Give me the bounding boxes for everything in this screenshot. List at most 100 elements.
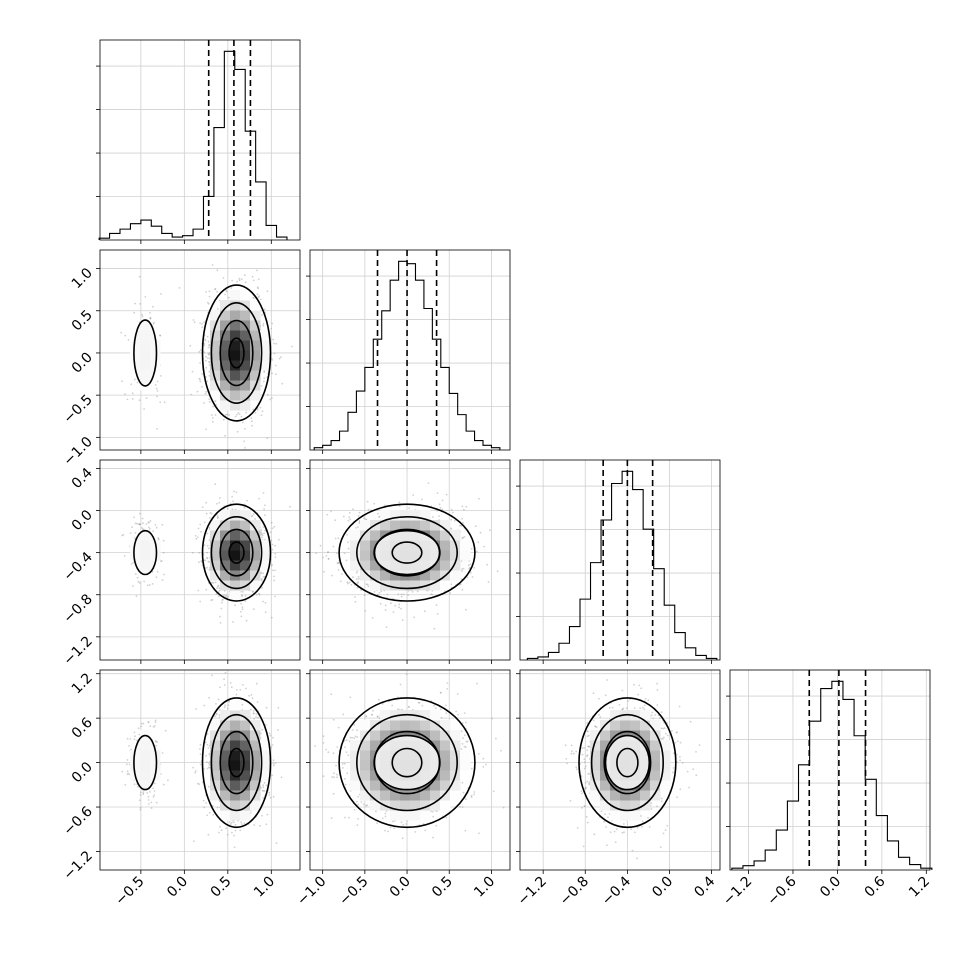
scatter-point (196, 536, 199, 539)
scatter-point (208, 295, 211, 298)
scatter-point (199, 362, 202, 364)
scatter-point (278, 538, 280, 541)
scatter-point (208, 344, 211, 347)
scatter-point (133, 378, 136, 381)
scatter-point (230, 686, 233, 689)
scatter-point (274, 544, 276, 547)
scatter-point (215, 702, 217, 705)
y-tick-label: −0.8 (60, 591, 95, 626)
scatter-point (203, 544, 206, 547)
scatter-point (244, 281, 247, 284)
scatter-point (400, 607, 402, 610)
scatter-point (146, 584, 149, 587)
scatter-point (241, 608, 244, 611)
scatter-point (193, 321, 196, 324)
scatter-point (199, 753, 202, 756)
scatter-point (256, 269, 258, 272)
density-cell (360, 560, 371, 571)
scatter-point (262, 324, 265, 327)
density-cell (240, 400, 251, 411)
scatter-point (138, 581, 141, 584)
scatter-point (207, 352, 210, 355)
scatter-point (262, 492, 265, 494)
histogram-panel-0 (96, 40, 300, 244)
scatter-point (471, 576, 474, 578)
density-cell (370, 580, 381, 591)
scatter-point (238, 413, 241, 415)
scatter-point (208, 539, 211, 541)
scatter-point (246, 499, 249, 502)
scatter-point (207, 301, 209, 304)
scatter-point (219, 826, 222, 828)
histogram-panel-2 (516, 460, 720, 664)
scatter-point (274, 762, 277, 764)
scatter-point (216, 502, 218, 505)
scatter-point (221, 599, 224, 601)
scatter-point (273, 352, 276, 355)
panel-frame (729, 669, 931, 871)
scatter-point (206, 532, 209, 535)
density-cell (250, 560, 261, 571)
scatter-point (450, 518, 453, 521)
scatter-point (155, 526, 158, 529)
scatter-point (357, 577, 360, 580)
scatter-point (206, 544, 209, 547)
density-cell (230, 590, 241, 601)
density-cell (460, 540, 471, 551)
scatter-point (477, 541, 480, 544)
scatter-point (217, 584, 220, 587)
scatter-point (222, 598, 224, 601)
scatter-point (235, 491, 238, 494)
scatter-point (238, 279, 241, 282)
scatter-point (208, 398, 211, 401)
density-cell (440, 520, 451, 531)
scatter-point (208, 370, 211, 373)
density-cell (230, 310, 241, 321)
scatter-point (126, 737, 129, 740)
density-cell (440, 550, 451, 561)
scatter-point (266, 813, 269, 816)
scatter-point (258, 497, 260, 500)
scatter-point (263, 380, 265, 383)
scatter-point (223, 594, 226, 597)
scatter-point (152, 322, 155, 325)
scatter-point (346, 581, 349, 584)
scatter-point (264, 504, 266, 507)
scatter-point (151, 570, 154, 573)
scatter-point (271, 322, 274, 325)
density-cell (250, 530, 261, 541)
scatter-point (206, 557, 209, 560)
density-cell (220, 360, 231, 371)
scatter-point (450, 527, 453, 530)
density-cell (210, 570, 221, 581)
scatter-point (367, 508, 370, 511)
scatter-point (468, 566, 471, 569)
scatter-point (156, 395, 159, 398)
scatter-point (121, 380, 123, 383)
scatter-point (319, 544, 322, 547)
scatter-point (224, 704, 227, 707)
scatter-point (252, 712, 255, 715)
scatter-point (444, 590, 446, 593)
density-cell (250, 520, 261, 531)
scatter-point (212, 417, 214, 419)
scatter-point (483, 545, 486, 548)
scatter-point (260, 533, 263, 536)
scatter-point (269, 398, 271, 401)
scatter-point (195, 538, 198, 540)
scatter-point (203, 351, 206, 354)
scatter-point (263, 371, 266, 373)
scatter-point (206, 335, 209, 338)
scatter-point (378, 516, 380, 518)
scatter-point (214, 715, 216, 718)
scatter-point (273, 579, 275, 582)
scatter-point (253, 824, 256, 826)
scatter-point (200, 560, 203, 563)
scatter-point (214, 414, 217, 416)
scatter-point (270, 539, 273, 542)
contour-line (373, 528, 441, 577)
scatter-point (209, 517, 211, 519)
scatter-point (199, 349, 202, 351)
scatter-point (201, 506, 204, 508)
y-tick-label: 1.0 (69, 265, 96, 292)
